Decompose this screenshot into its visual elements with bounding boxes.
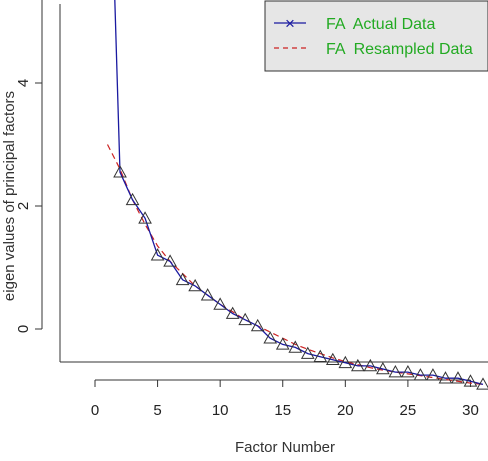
data-point-actual: [426, 368, 440, 381]
data-point-actual: [238, 312, 253, 326]
data-point-actual: [188, 278, 202, 292]
axes: 0510152025300246810: [15, 0, 488, 419]
data-point-actual: [350, 358, 365, 372]
data-point-actual: [376, 361, 390, 375]
data-point-actual: [363, 358, 378, 372]
data-point-actual: [300, 346, 315, 359]
data-point-actual: [325, 352, 340, 366]
data-point-actual: [438, 371, 453, 384]
x-tick-label: 30: [462, 402, 479, 419]
data-point-actual: [263, 331, 278, 344]
plot-area: [106, 0, 488, 390]
data-point-actual: [413, 368, 428, 381]
data-point-actual: [463, 374, 478, 387]
data-point-actual: [225, 306, 240, 319]
data-point-actual: [113, 165, 127, 178]
legend-label-actual: FA Actual Data: [326, 16, 436, 33]
x-tick-label: 20: [337, 402, 354, 419]
data-point-actual: [313, 349, 328, 362]
y-tick-label: 4: [15, 79, 32, 87]
data-point-actual: [125, 192, 140, 206]
data-point-actual: [163, 254, 177, 267]
x-tick-label: 25: [400, 402, 417, 419]
y-tick-label: 0: [15, 325, 32, 333]
y-axis-label: eigen values of principal factors: [1, 91, 18, 301]
legend-marker-actual: ×: [285, 14, 295, 33]
x-tick-label: 10: [212, 402, 229, 419]
data-point-actual: [338, 355, 353, 369]
x-tick-label: 15: [274, 402, 291, 419]
data-point-actual: [388, 365, 403, 378]
data-point-actual: [200, 288, 215, 301]
legend-box: [264, 0, 488, 72]
data-point-actual: [175, 272, 190, 286]
x-tick-label: 0: [91, 402, 99, 419]
data-point-actual: [288, 340, 303, 353]
data-point-actual: [476, 377, 488, 390]
legend: × FA Actual Data FA Resampled Data: [264, 0, 488, 72]
data-point-actual: [250, 318, 265, 332]
y-tick-label: 2: [15, 202, 32, 210]
data-point-actual: [451, 371, 465, 384]
legend-label-resampled: FA Resampled Data: [326, 41, 473, 58]
data-point-actual: [275, 337, 290, 350]
x-tick-label: 5: [153, 402, 161, 419]
data-point-actual: [150, 248, 165, 261]
data-point-actual: [138, 211, 152, 224]
data-point-actual: [401, 365, 415, 378]
data-point-actual: [213, 297, 228, 310]
series-line-resampled: [106, 144, 484, 385]
series-line-actual: [114, 0, 484, 386]
x-axis-label: Factor Number: [235, 439, 335, 456]
